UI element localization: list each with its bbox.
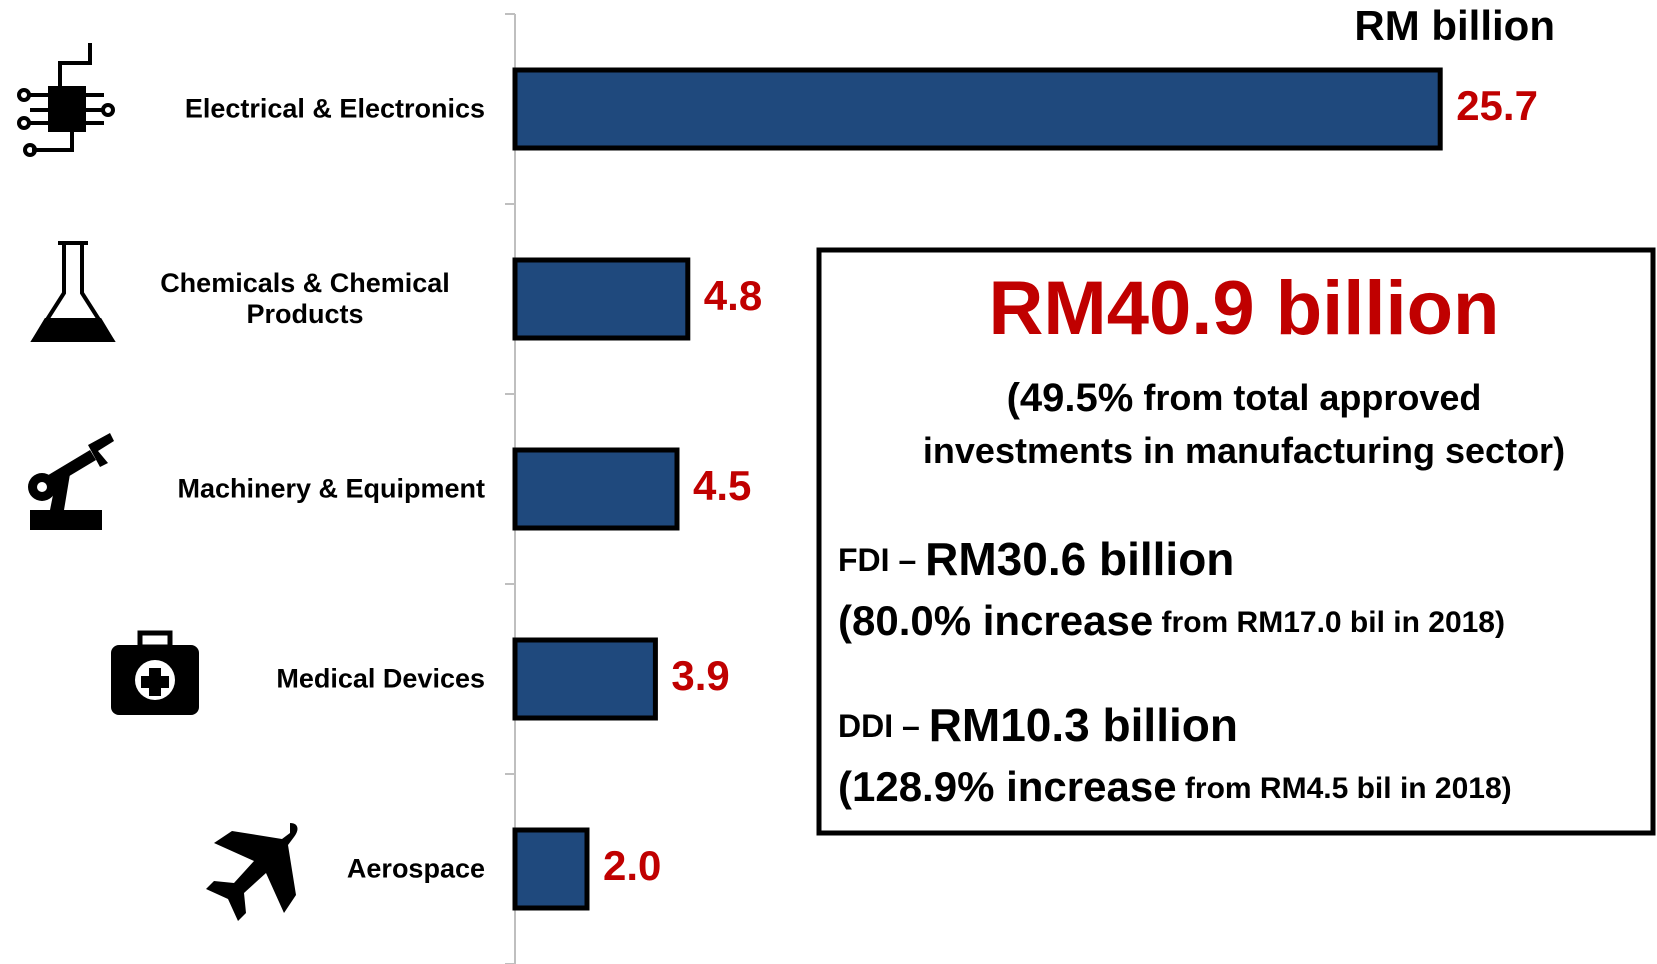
category-label-box: Medical Devices — [125, 664, 485, 695]
value-label: 3.9 — [671, 652, 729, 699]
ddi-part: DDI – — [838, 708, 929, 744]
bar — [512, 637, 658, 721]
bar — [512, 447, 680, 531]
icon-flask — [30, 241, 116, 342]
share-line2: investments in manufacturing sector) — [923, 430, 1565, 471]
fdi-part: RM30.6 billion — [925, 533, 1234, 585]
unit-label: RM billion — [1354, 2, 1555, 49]
headline-part: RM40.9 billion — [989, 266, 1500, 351]
ddi-part: RM10.3 billion — [929, 699, 1238, 751]
bar — [512, 257, 691, 341]
value-label: 4.8 — [704, 272, 762, 319]
value-label: 25.7 — [1456, 82, 1538, 129]
bar — [512, 67, 1443, 151]
icon-airplane — [206, 823, 298, 921]
fdi-detail-part: (80.0% increase — [838, 597, 1153, 644]
category-label: Chemicals & Chemical Products — [160, 268, 450, 329]
ddi: DDI – RM10.3 billion — [838, 699, 1238, 751]
ddi-detail: (128.9% increase from RM4.5 bil in 2018) — [838, 763, 1512, 810]
icon-chip — [17, 43, 115, 157]
value-label: 2.0 — [603, 842, 661, 889]
ddi-detail-part: from RM4.5 bil in 2018) — [1177, 772, 1512, 805]
category-label: Machinery & Equipment — [177, 473, 485, 504]
bar — [512, 827, 590, 911]
fdi-part: FDI – — [838, 542, 925, 578]
share-line2-part: investments in manufacturing sector) — [923, 430, 1565, 471]
category-label: Medical Devices — [276, 663, 485, 694]
category-label-box: Machinery & Equipment — [125, 474, 485, 505]
share-part: from total approved — [1133, 377, 1481, 418]
share: (49.5% from total approved — [1007, 376, 1482, 420]
headline: RM40.9 billion — [989, 266, 1500, 351]
value-label: 4.5 — [693, 462, 751, 509]
icon-medical-kit — [111, 630, 199, 715]
category-label: Electrical & Electronics — [184, 93, 485, 124]
share-part: (49.5% — [1007, 376, 1134, 420]
fdi-detail: (80.0% increase from RM17.0 bil in 2018) — [838, 597, 1505, 644]
category-label-box: Electrical & Electronics — [125, 94, 485, 125]
category-label: Aerospace — [346, 853, 485, 884]
annotation-box — [816, 247, 1656, 836]
ddi-detail-part: (128.9% increase — [838, 763, 1177, 810]
fdi: FDI – RM30.6 billion — [838, 533, 1234, 585]
fdi-detail-part: from RM17.0 bil in 2018) — [1153, 606, 1505, 639]
category-label-box: Chemicals & Chemical Products — [125, 268, 485, 330]
icon-robot-arm — [28, 433, 114, 530]
category-label-box: Aerospace — [125, 854, 485, 885]
